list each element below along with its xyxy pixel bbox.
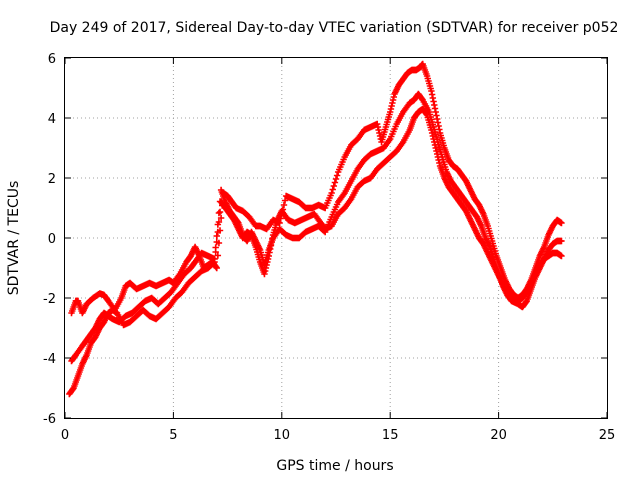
x-tick-label: 10: [274, 428, 291, 443]
data-point: [558, 252, 565, 260]
data-point: [213, 232, 220, 240]
data-point: [329, 186, 336, 193]
data-point: [558, 237, 565, 245]
x-axis-label: GPS time / hours: [276, 458, 393, 474]
y-tick-label: 0: [48, 232, 56, 247]
data-point: [210, 259, 217, 267]
data-point: [333, 172, 341, 179]
data-layer: [66, 60, 565, 398]
data-point: [213, 238, 220, 246]
data-point: [328, 189, 335, 197]
y-tick-label: 2: [48, 172, 56, 187]
data-point: [558, 219, 565, 227]
data-series: [66, 105, 565, 398]
plot-frame: [64, 57, 608, 419]
data-point: [331, 179, 339, 186]
x-tick-label: 15: [382, 428, 399, 443]
data-point: [281, 197, 289, 204]
tick-layer: 0 5 10 15 20 25 -6 -4 -2 0 2 4 6: [43, 52, 615, 443]
y-axis-label: SDTVAR / TECUs: [6, 181, 22, 296]
data-point: [214, 228, 222, 236]
data-point: [215, 218, 223, 226]
grid-layer: [65, 58, 607, 418]
data-series: [68, 90, 565, 365]
data-point: [332, 175, 340, 183]
chart-title: Day 249 of 2017, Sidereal Day-to-day VTE…: [50, 20, 619, 36]
y-tick-label: 6: [48, 52, 56, 67]
data-point: [211, 258, 218, 266]
y-tick-label: -6: [43, 412, 56, 427]
y-tick-label: -4: [43, 352, 56, 367]
data-series: [68, 60, 565, 317]
data-point: [214, 252, 222, 259]
x-tick-label: 5: [169, 428, 177, 443]
data-point: [213, 264, 220, 272]
data-point: [330, 182, 338, 190]
x-tick-label: 0: [61, 428, 69, 443]
data-point: [216, 208, 224, 216]
x-tick-label: 20: [490, 428, 507, 443]
data-point: [212, 248, 219, 256]
data-point: [215, 209, 223, 217]
data-point: [280, 201, 288, 209]
data-point: [217, 214, 225, 222]
y-tick-label: 4: [48, 112, 56, 127]
y-tick-label: -2: [43, 292, 56, 307]
x-tick-label: 25: [599, 428, 616, 443]
